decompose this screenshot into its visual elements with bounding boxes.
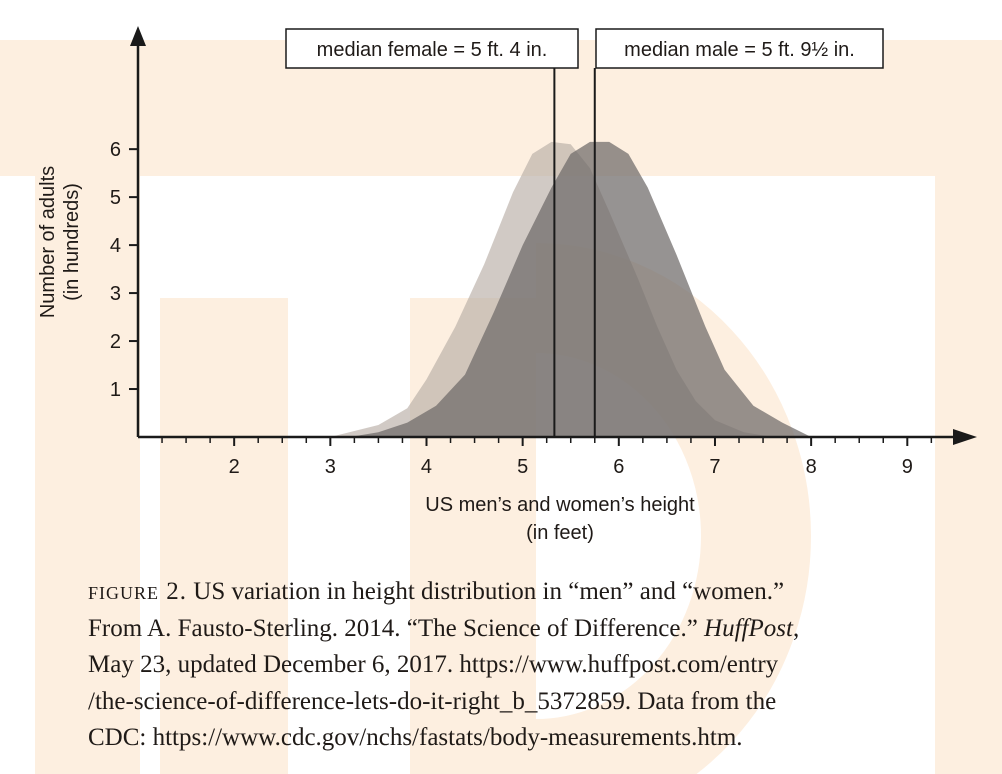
figure-caption: FIGURE 2. US variation in height distrib… bbox=[88, 574, 968, 757]
caption-line-2-end: , bbox=[792, 614, 800, 642]
caption-line-3: May 23, updated December 6, 2017. https:… bbox=[88, 651, 779, 678]
caption-line-1-text: US variation in height distribution in “… bbox=[187, 578, 785, 605]
x-tick-label-8: 8 bbox=[806, 456, 817, 478]
median-female-box bbox=[285, 28, 579, 69]
axis-labels: US men’s and women’s height (in feet) Nu… bbox=[37, 166, 695, 544]
distribution-areas bbox=[330, 141, 812, 437]
median-female-label: median female = 5 ft. 4 in. bbox=[317, 39, 548, 61]
y-tick-label-6: 6 bbox=[110, 139, 121, 161]
x-tick-label-6: 6 bbox=[613, 456, 624, 478]
chart-axes bbox=[130, 26, 977, 445]
watermark-left-stem bbox=[35, 40, 140, 774]
median-male-label: median male = 5 ft. 9½ in. bbox=[624, 39, 855, 61]
caption-line-2-text: From A. Fausto-Sterling. 2014. “The Scie… bbox=[88, 614, 705, 642]
y-tick-label-5: 5 bbox=[110, 187, 121, 209]
x-tick-label-3: 3 bbox=[325, 456, 336, 478]
y-tick-label-2: 2 bbox=[110, 331, 121, 353]
figure-label: FIGURE 2. bbox=[88, 578, 188, 605]
x-axis-label-sub: (in feet) bbox=[526, 522, 594, 544]
y-tick-label-1: 1 bbox=[110, 379, 121, 401]
median-lines: median female = 5 ft. 4 in. median male =… bbox=[285, 28, 884, 437]
median-male-box bbox=[595, 28, 884, 69]
x-tick-label-7: 7 bbox=[709, 456, 720, 478]
y-tick-label-3: 3 bbox=[110, 283, 121, 305]
watermark-stem bbox=[160, 298, 288, 774]
caption-line-1: FIGURE 2. US variation in height distrib… bbox=[88, 574, 968, 611]
caption-source-name: HuffPost bbox=[704, 614, 793, 642]
caption-line-5: CDC: https://www.cdc.gov/nchs/fastats/bo… bbox=[88, 724, 743, 751]
y-axis-label: Number of adults bbox=[37, 166, 59, 318]
watermark-right-bar bbox=[935, 40, 1002, 774]
axis-ticks: 2 3 4 5 6 7 8 9 1 2 3 4 5 6 bbox=[110, 139, 957, 478]
caption-line-2: From A. Fausto-Sterling. 2014. “The Scie… bbox=[88, 611, 968, 648]
x-axis-arrow bbox=[953, 429, 977, 445]
y-axis-arrow bbox=[130, 26, 146, 46]
x-tick-label-9: 9 bbox=[902, 456, 913, 478]
caption-line-4: /the-science-of-difference-lets-do-it-ri… bbox=[88, 687, 777, 715]
x-axis-label: US men’s and women’s height bbox=[425, 494, 695, 516]
area-men bbox=[349, 141, 812, 437]
x-tick-label-2: 2 bbox=[229, 456, 240, 478]
y-tick-label-4: 4 bbox=[110, 235, 121, 257]
y-axis-label-sub: (in hundreds) bbox=[61, 183, 83, 301]
x-tick-label-5: 5 bbox=[517, 456, 528, 478]
x-tick-label-4: 4 bbox=[421, 456, 432, 478]
height-distribution-chart: median female = 5 ft. 4 in. median male =… bbox=[37, 26, 977, 544]
